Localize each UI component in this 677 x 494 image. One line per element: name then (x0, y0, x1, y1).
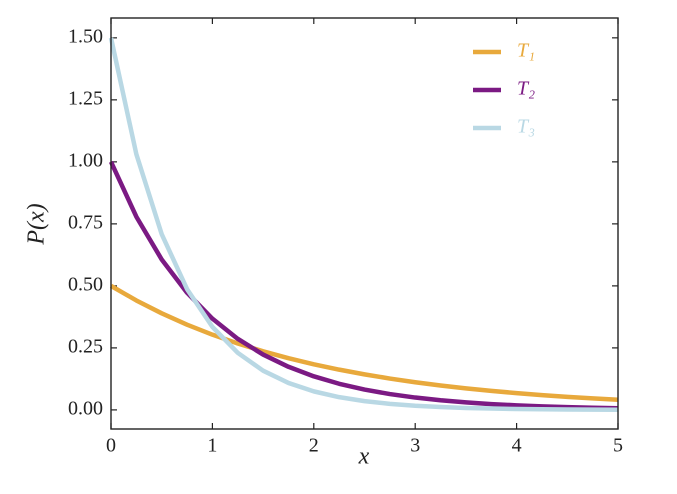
y-tick-label: 0.75 (68, 211, 103, 233)
x-axis-label: x (358, 444, 370, 470)
y-axis-label: P(x) (24, 203, 50, 245)
x-tick-label: 1 (207, 435, 217, 457)
y-tick-label: 0.25 (68, 335, 103, 357)
y-tick-label: 1.50 (68, 25, 103, 47)
y-tick-label: 0.50 (68, 273, 103, 295)
series-line (108, 37, 619, 412)
y-tick-label: 1.25 (68, 87, 103, 109)
legend-label: T₁ (517, 40, 535, 62)
x-tick-label: 5 (613, 435, 623, 457)
x-tick-label: 2 (309, 435, 319, 457)
legend-label: T₂ (517, 78, 535, 100)
x-tick-label: 4 (512, 435, 522, 457)
plot-frame (110, 17, 619, 430)
y-tick-label: 0.00 (68, 397, 103, 419)
x-tick-label: 3 (410, 435, 420, 457)
y-tick-label: 1.00 (68, 149, 103, 171)
x-tick-label: 0 (106, 435, 116, 457)
series-line (109, 283, 619, 402)
legend-label: T₃ (517, 116, 535, 138)
